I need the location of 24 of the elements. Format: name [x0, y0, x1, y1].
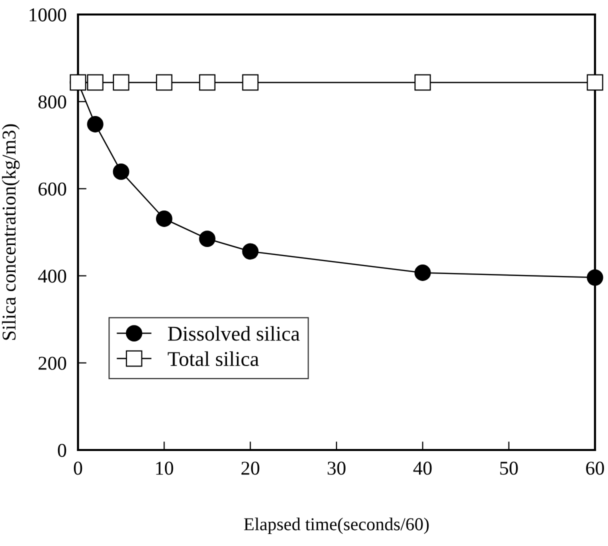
- x-tick-label: 60: [586, 462, 604, 475]
- x-tick-label: 40: [413, 462, 432, 475]
- y-tick-label: 800: [38, 95, 66, 109]
- y-tick-label: 200: [38, 356, 66, 370]
- point: [199, 230, 216, 247]
- x-tick-label: 0: [74, 462, 82, 475]
- point: [586, 269, 604, 286]
- legend-label: Total silica: [168, 351, 259, 366]
- y-tick-label: 400: [38, 270, 66, 283]
- point: [112, 164, 130, 180]
- legend-label: Dissolved silica: [168, 326, 300, 341]
- y-tick-label: 0: [58, 444, 66, 457]
- point: [87, 116, 104, 132]
- x-tick-label: 50: [500, 462, 518, 475]
- point: [242, 243, 259, 260]
- y-tick-label: 1000: [30, 8, 66, 22]
- x-axis-title: Elapsed time(seconds/60): [244, 518, 429, 534]
- x-tick-label: 10: [156, 462, 174, 475]
- y-tick-label: 600: [38, 182, 66, 196]
- point: [156, 210, 172, 227]
- x-tick-label: 30: [328, 462, 346, 475]
- point: [414, 264, 431, 281]
- y-axis-title: Silica concentration(kg/m3): [2, 124, 20, 340]
- x-tick-label: 20: [241, 462, 260, 475]
